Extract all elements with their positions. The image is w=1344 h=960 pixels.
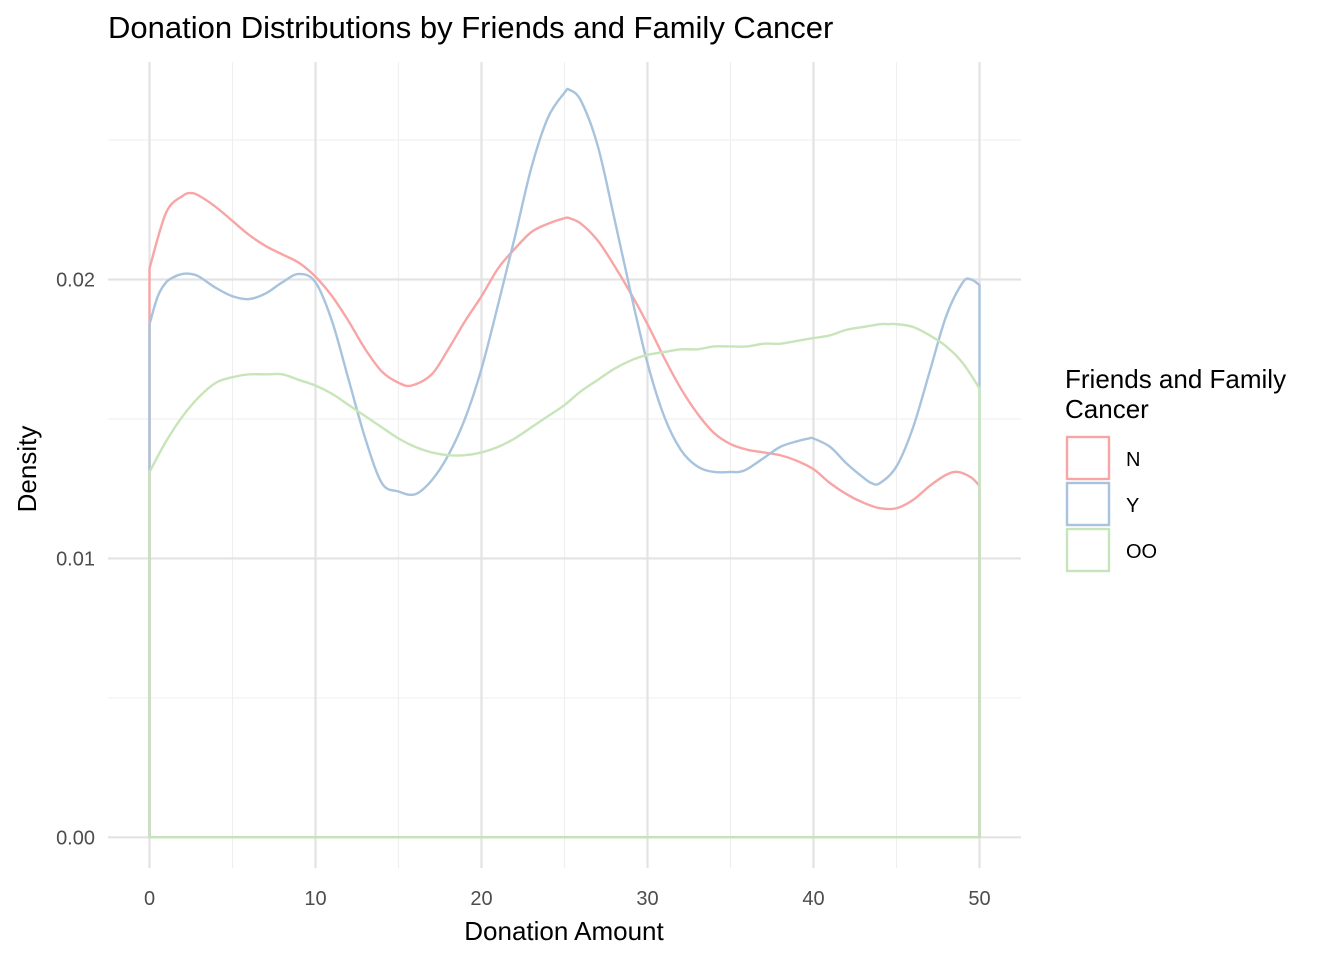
x-axis-title: Donation Amount	[464, 916, 664, 946]
legend-items: N Y OO	[1065, 435, 1157, 573]
x-tick-label: 10	[304, 888, 326, 910]
x-axis-ticks: 0 10 20 30 40 50	[144, 888, 991, 910]
x-tick-label: 20	[470, 888, 492, 910]
legend-label-y: Y	[1126, 495, 1139, 517]
density-curve-n	[148, 191, 981, 839]
legend-label-oo: OO	[1126, 541, 1157, 563]
legend-label-n: N	[1126, 449, 1140, 471]
x-tick-label: 50	[968, 888, 990, 910]
density-curve-oo	[148, 322, 981, 839]
density-curve-y	[148, 87, 981, 839]
y-axis-ticks: 0.00 0.01 0.02	[56, 270, 95, 850]
legend-key-n	[1065, 435, 1111, 481]
legend-key-oo	[1065, 527, 1111, 573]
plot-panel	[108, 62, 1021, 868]
y-tick-label: 0.01	[56, 548, 95, 570]
legend-title-line-2: Cancer	[1065, 394, 1149, 424]
chart-title: Donation Distributions by Friends and Fa…	[108, 10, 833, 45]
legend-key-y	[1065, 481, 1111, 527]
y-tick-label: 0.02	[56, 270, 95, 292]
y-tick-label: 0.00	[56, 827, 95, 849]
legend: Friends and Family Cancer N Y OO	[1065, 364, 1286, 573]
y-axis-title: Density	[12, 426, 42, 513]
legend-title-line-1: Friends and Family	[1065, 364, 1286, 394]
density-curves	[148, 87, 981, 839]
x-tick-label: 30	[636, 888, 658, 910]
x-tick-label: 40	[802, 888, 824, 910]
minor-gridlines	[108, 62, 1021, 868]
x-tick-label: 0	[144, 888, 155, 910]
